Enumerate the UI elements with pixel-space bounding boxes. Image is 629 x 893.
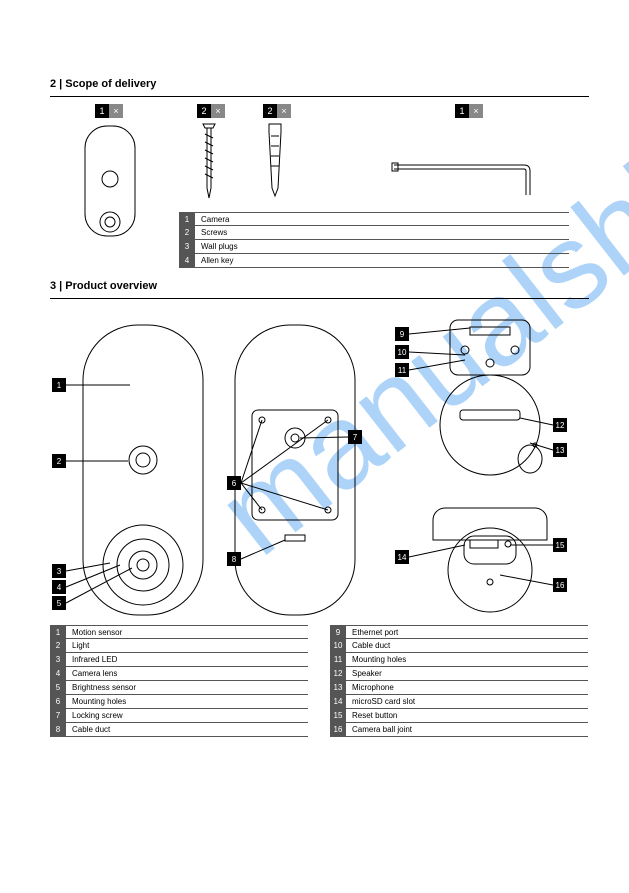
table-row: 14microSD card slot — [330, 695, 588, 709]
table-row: 10Cable duct — [330, 639, 588, 653]
table-row: 8Cable duct — [50, 723, 308, 737]
table-row: 7Locking screw — [50, 709, 308, 723]
table-row: 6Mounting holes — [50, 695, 308, 709]
table-row: 13Microphone — [330, 681, 588, 695]
table-row: 1Motion sensor — [50, 625, 308, 639]
table-row: 9Ethernet port — [330, 625, 588, 639]
leader-lines — [0, 0, 629, 893]
table-row: 16Camera ball joint — [330, 723, 588, 737]
table-row: 11Mounting holes — [330, 653, 588, 667]
overview-table-left: 1Motion sensor 2Light 3Infrared LED 4Cam… — [50, 625, 308, 737]
table-row: 4Camera lens — [50, 667, 308, 681]
table-row: 2Light — [50, 639, 308, 653]
table-row: 3Infrared LED — [50, 653, 308, 667]
overview-table-right: 9Ethernet port 10Cable duct 11Mounting h… — [330, 625, 588, 737]
table-row: 15Reset button — [330, 709, 588, 723]
table-row: 12Speaker — [330, 667, 588, 681]
table-row: 5Brightness sensor — [50, 681, 308, 695]
